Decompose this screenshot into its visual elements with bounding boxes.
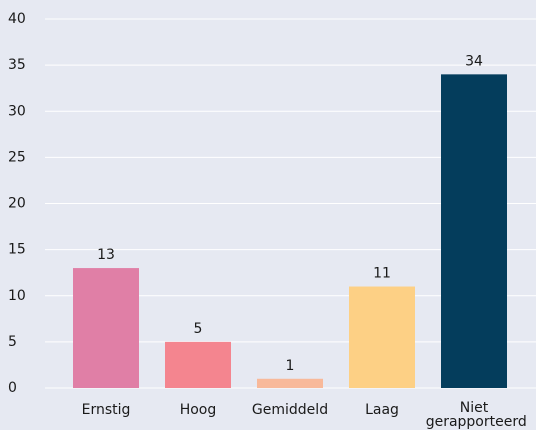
y-tick-label: 25 xyxy=(8,149,26,165)
x-tick-label: Laag xyxy=(365,402,399,418)
data-label: 5 xyxy=(194,321,203,337)
bar xyxy=(349,286,415,388)
bar xyxy=(73,268,139,388)
data-label: 13 xyxy=(97,247,115,263)
y-tick-label: 5 xyxy=(8,334,17,350)
y-tick-label: 40 xyxy=(8,11,26,27)
y-tick-label: 0 xyxy=(8,380,17,396)
x-tick-label: Niet gerapporteerd xyxy=(421,400,527,430)
y-tick-label: 15 xyxy=(8,242,26,258)
data-label: 11 xyxy=(373,266,391,282)
x-tick-label: Gemiddeld xyxy=(252,402,328,418)
x-tick-label: Hoog xyxy=(180,402,217,418)
y-tick-label: 10 xyxy=(8,288,26,304)
x-tick-label: Ernstig xyxy=(82,402,131,418)
data-label: 1 xyxy=(286,358,295,374)
bar xyxy=(257,378,323,388)
bar xyxy=(441,74,507,388)
y-tick-label: 35 xyxy=(8,57,26,73)
y-tick-label: 20 xyxy=(8,196,26,212)
bar xyxy=(165,341,231,388)
y-tick-label: 30 xyxy=(8,103,26,119)
data-label: 34 xyxy=(465,53,483,69)
